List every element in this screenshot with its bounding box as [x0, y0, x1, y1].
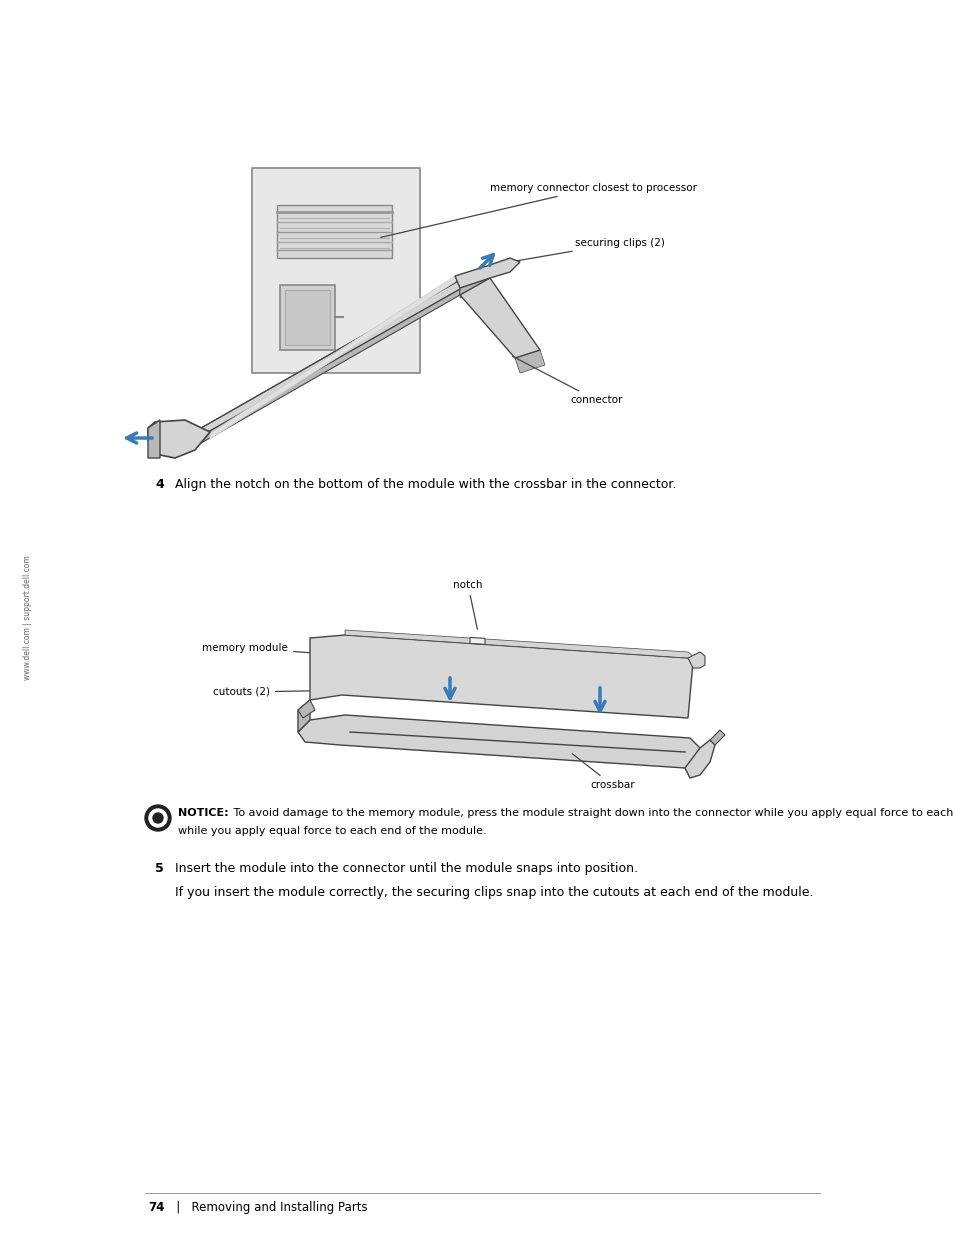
Text: connector: connector — [512, 356, 621, 405]
Polygon shape — [709, 730, 724, 745]
Text: memory module: memory module — [202, 643, 407, 659]
Polygon shape — [345, 630, 692, 662]
Text: securing clips (2): securing clips (2) — [512, 238, 664, 262]
Text: Align the notch on the bottom of the module with the crossbar in the connector.: Align the notch on the bottom of the mod… — [174, 478, 676, 492]
Circle shape — [149, 809, 167, 827]
Polygon shape — [455, 258, 519, 288]
Polygon shape — [684, 740, 714, 778]
Circle shape — [152, 813, 163, 823]
Text: NOTICE:: NOTICE: — [178, 808, 229, 818]
Polygon shape — [297, 700, 314, 718]
Polygon shape — [297, 715, 700, 768]
Polygon shape — [210, 275, 455, 438]
Polygon shape — [459, 278, 539, 358]
Polygon shape — [470, 637, 484, 645]
Polygon shape — [297, 700, 310, 732]
Polygon shape — [276, 205, 392, 258]
FancyBboxPatch shape — [280, 285, 335, 350]
Text: memory connector closest to processor: memory connector closest to processor — [380, 183, 697, 237]
Text: To avoid damage to the memory module, press the module straight down into the co: To avoid damage to the memory module, pr… — [230, 808, 953, 818]
Text: crossbar: crossbar — [572, 753, 634, 790]
Text: notch: notch — [453, 580, 482, 630]
Text: 74: 74 — [148, 1200, 164, 1214]
Polygon shape — [687, 652, 704, 668]
Text: cutouts (2): cutouts (2) — [213, 687, 362, 697]
Text: |   Removing and Installing Parts: | Removing and Installing Parts — [165, 1200, 367, 1214]
Text: while you apply equal force to each end of the module.: while you apply equal force to each end … — [178, 826, 486, 836]
Text: www.dell.com | support.dell.com: www.dell.com | support.dell.com — [24, 555, 32, 680]
Text: Insert the module into the connector until the module snaps into position.: Insert the module into the connector unt… — [174, 862, 638, 876]
FancyBboxPatch shape — [252, 168, 419, 373]
Polygon shape — [168, 272, 490, 443]
Text: 5: 5 — [154, 862, 164, 876]
FancyBboxPatch shape — [285, 290, 330, 345]
Polygon shape — [310, 635, 692, 718]
Circle shape — [145, 805, 171, 831]
Polygon shape — [515, 350, 544, 373]
Polygon shape — [148, 420, 160, 458]
Text: If you insert the module correctly, the securing clips snap into the cutouts at : If you insert the module correctly, the … — [174, 885, 813, 899]
Polygon shape — [174, 280, 459, 458]
Polygon shape — [459, 278, 490, 298]
Polygon shape — [148, 420, 210, 458]
Text: 4: 4 — [154, 478, 164, 492]
